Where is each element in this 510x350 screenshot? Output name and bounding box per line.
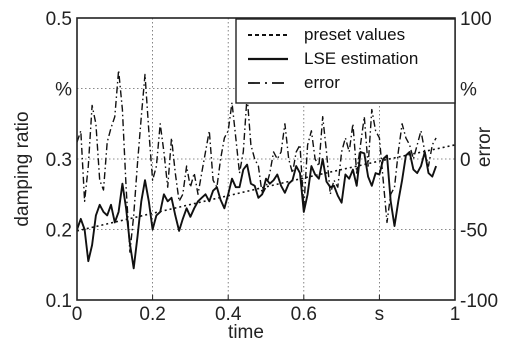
y-tick-label-left: 0.2 (46, 221, 72, 242)
x-tick-label: 0.2 (139, 304, 165, 325)
y-axis-label-left: damping ratio (12, 111, 33, 226)
y-tick-label-right: -100 (460, 291, 498, 312)
y-tick-label-right: 100 (460, 9, 492, 30)
legend-box (235, 18, 456, 104)
legend: preset values LSE estimation error (235, 18, 456, 104)
y-tick-label-right: % (460, 80, 477, 101)
legend-label-error: error (304, 73, 340, 92)
y-tick-label-left: 0.3 (46, 150, 72, 171)
x-axis-label: time (228, 322, 264, 343)
plot-frame (76, 17, 456, 301)
x-tick-label: 0.6 (291, 304, 317, 325)
legend-label-lse: LSE estimation (304, 49, 418, 68)
x-tick-label: 1 (450, 304, 461, 325)
y-axis-label-right: error (474, 126, 495, 167)
series-line-2 (77, 69, 437, 253)
y-tick-label-left: % (55, 80, 72, 101)
y-tick-label-right: 0 (460, 150, 471, 171)
tick-labels: 0 0.2 0.4 0.6 s 1 0.1 0.2 0.3% 0.5 -100 -50 0% 100 (46, 9, 498, 325)
x-tick-label: 0 (72, 304, 83, 325)
y-tick-label-right: -50 (460, 221, 487, 242)
y-tick-label-left: 0.5 (46, 9, 72, 30)
y-tick-label-left: 0.1 (46, 291, 72, 312)
series-line-1 (77, 151, 437, 270)
legend-label-preset: preset values (304, 25, 405, 44)
x-tick-label: 0.4 (215, 304, 242, 325)
series-group (77, 69, 455, 270)
x-tick-label: s (375, 304, 385, 325)
